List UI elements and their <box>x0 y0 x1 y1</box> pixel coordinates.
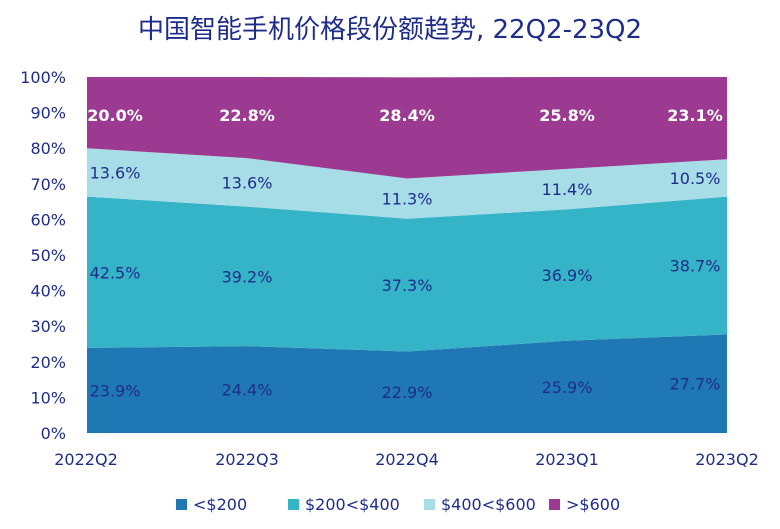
area-200lt-400 <box>87 196 727 352</box>
legend-swatch-gt-600 <box>549 499 560 510</box>
area-400lt-600 <box>87 148 727 219</box>
data-label-lt-200: 27.7% <box>670 375 721 394</box>
x-tick-label: 2023Q2 <box>695 450 759 469</box>
chart-title: 中国智能手机价格段份额趋势, 22Q2-23Q2 <box>138 15 642 45</box>
legend: <$200 $200<$400 $400<$600 >$600 <box>176 495 620 514</box>
y-tick-label: 20% <box>30 353 66 372</box>
y-tick-label: 0% <box>41 424 66 443</box>
legend-label-lt-200: <$200 <box>193 495 247 514</box>
data-label-lt-200: 22.9% <box>382 383 433 402</box>
y-tick-label: 50% <box>30 246 66 265</box>
y-tick-label: 100% <box>20 68 66 87</box>
data-label-gt-600: 22.8% <box>219 106 275 125</box>
legend-label-200lt-400: $200<$400 <box>305 495 400 514</box>
data-label-400lt-600: 13.6% <box>90 163 141 182</box>
y-tick-label: 40% <box>30 282 66 301</box>
legend-swatch-200lt-400 <box>288 499 299 510</box>
y-tick-label: 30% <box>30 317 66 336</box>
y-tick-label: 80% <box>30 139 66 158</box>
data-label-200lt-400: 36.9% <box>542 266 593 285</box>
data-label-400lt-600: 11.4% <box>542 180 593 199</box>
y-axis: 0% 10% 20% 30% 40% 50% 60% 70% 80% 90% 100% <box>20 68 66 443</box>
data-label-200lt-400: 39.2% <box>222 267 273 286</box>
area-layers <box>87 77 727 433</box>
data-label-gt-600: 25.8% <box>539 106 595 125</box>
data-labels: 23.9% 24.4% 22.9% 25.9% 27.7% 42.5% 39.2% 37.3%… <box>87 106 723 402</box>
legend-swatch-400lt-600 <box>424 499 435 510</box>
data-label-gt-600: 28.4% <box>379 106 435 125</box>
data-label-gt-600: 23.1% <box>667 106 723 125</box>
legend-label-gt-600: >$600 <box>566 495 620 514</box>
x-tick-label: 2022Q3 <box>215 450 279 469</box>
data-label-200lt-400: 38.7% <box>670 257 721 276</box>
y-tick-label: 90% <box>30 104 66 123</box>
legend-swatch-lt-200 <box>176 499 187 510</box>
x-tick-label: 2023Q1 <box>535 450 599 469</box>
data-label-400lt-600: 10.5% <box>670 169 721 188</box>
area-lt-200 <box>87 334 727 433</box>
area-gt-600 <box>87 77 727 179</box>
x-tick-label: 2022Q2 <box>54 450 118 469</box>
y-tick-label: 70% <box>30 175 66 194</box>
data-label-lt-200: 25.9% <box>542 378 593 397</box>
y-tick-label: 60% <box>30 210 66 229</box>
x-axis: 2022Q2 2022Q3 2022Q4 2023Q1 2023Q2 <box>54 450 759 469</box>
data-label-400lt-600: 13.6% <box>222 173 273 192</box>
data-label-lt-200: 24.4% <box>222 381 273 400</box>
x-tick-label: 2022Q4 <box>375 450 439 469</box>
data-label-lt-200: 23.9% <box>90 381 141 400</box>
data-label-200lt-400: 42.5% <box>90 263 141 282</box>
y-tick-label: 10% <box>30 388 66 407</box>
data-label-400lt-600: 11.3% <box>382 190 433 209</box>
data-label-200lt-400: 37.3% <box>382 276 433 295</box>
data-label-gt-600: 20.0% <box>87 106 143 125</box>
legend-label-400lt-600: $400<$600 <box>441 495 536 514</box>
